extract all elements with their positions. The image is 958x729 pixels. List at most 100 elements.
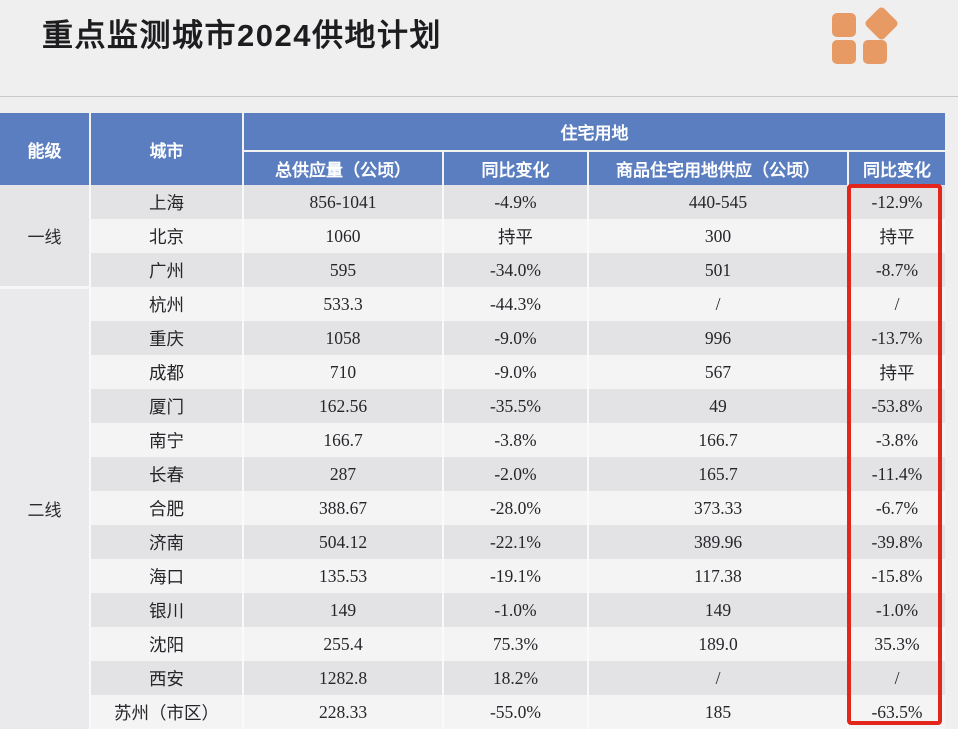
city-cell: 厦门 bbox=[90, 389, 244, 423]
yoy-change-highlight-cell: -63.5% bbox=[848, 695, 945, 729]
title-divider bbox=[0, 96, 958, 97]
commodity-supply-cell: 117.38 bbox=[588, 559, 849, 593]
yoy-change-cell: -1.0% bbox=[443, 593, 589, 627]
col-header-commodity-supply: 商品住宅用地供应（公顷） bbox=[588, 151, 849, 185]
commodity-supply-cell: 165.7 bbox=[588, 457, 849, 491]
total-supply-cell: 856-1041 bbox=[243, 185, 444, 219]
tier-cell: 一线 bbox=[0, 185, 91, 289]
table-body: 一线 上海 856-1041 -4.9% 440-545 -12.9% 北京 1060 持平 30… bbox=[0, 185, 945, 729]
commodity-supply-cell: 185 bbox=[588, 695, 849, 729]
yoy-change-cell: -28.0% bbox=[443, 491, 589, 525]
yoy-change-cell: 持平 bbox=[443, 219, 589, 253]
page-title: 重点监测城市2024供地计划 bbox=[42, 18, 442, 53]
yoy-change-cell: -22.1% bbox=[443, 525, 589, 559]
city-cell: 长春 bbox=[90, 457, 244, 491]
total-supply-cell: 287 bbox=[243, 457, 444, 491]
city-cell: 北京 bbox=[90, 219, 244, 253]
total-supply-cell: 228.33 bbox=[243, 695, 444, 729]
city-cell: 银川 bbox=[90, 593, 244, 627]
table-row: 二线 杭州 533.3 -44.3% / / bbox=[0, 287, 945, 729]
header-row-top: 能级 城市 住宅用地 bbox=[0, 113, 945, 185]
col-header-yoy-change-2: 同比变化 bbox=[848, 151, 945, 185]
yoy-change-cell: -34.0% bbox=[443, 253, 589, 287]
total-supply-cell: 504.12 bbox=[243, 525, 444, 559]
yoy-change-highlight-cell: / bbox=[848, 287, 945, 321]
commodity-supply-cell: 996 bbox=[588, 321, 849, 355]
yoy-change-highlight-cell: -8.7% bbox=[848, 253, 945, 287]
city-cell: 合肥 bbox=[90, 491, 244, 525]
total-supply-cell: 135.53 bbox=[243, 559, 444, 593]
table-row: 长春 287 -2.0% 165.7 -11.4% bbox=[0, 457, 945, 491]
yoy-change-cell: -55.0% bbox=[443, 695, 589, 729]
table-row: 苏州（市区） 228.33 -55.0% 185 -63.5% bbox=[0, 695, 945, 729]
yoy-change-highlight-cell: -39.8% bbox=[848, 525, 945, 559]
table-row: 南宁 166.7 -3.8% 166.7 -3.8% bbox=[0, 423, 945, 457]
total-supply-cell: 388.67 bbox=[243, 491, 444, 525]
city-cell: 苏州（市区） bbox=[90, 695, 244, 729]
total-supply-cell: 162.56 bbox=[243, 389, 444, 423]
yoy-change-highlight-cell: -12.9% bbox=[848, 185, 945, 219]
yoy-change-cell: -9.0% bbox=[443, 355, 589, 389]
commodity-supply-cell: 300 bbox=[588, 219, 849, 253]
table-row: 西安 1282.8 18.2% / / bbox=[0, 661, 945, 695]
yoy-change-highlight-cell: -3.8% bbox=[848, 423, 945, 457]
yoy-change-highlight-cell: 持平 bbox=[848, 355, 945, 389]
city-cell: 成都 bbox=[90, 355, 244, 389]
table-row: 济南 504.12 -22.1% 389.96 -39.8% bbox=[0, 525, 945, 559]
commodity-supply-cell: / bbox=[588, 287, 849, 321]
yoy-change-highlight-cell: -11.4% bbox=[848, 457, 945, 491]
commodity-supply-cell: 189.0 bbox=[588, 627, 849, 661]
commodity-supply-cell: 440-545 bbox=[588, 185, 849, 219]
total-supply-cell: 255.4 bbox=[243, 627, 444, 661]
commodity-supply-cell: 373.33 bbox=[588, 491, 849, 525]
total-supply-cell: 710 bbox=[243, 355, 444, 389]
yoy-change-highlight-cell: 持平 bbox=[848, 219, 945, 253]
commodity-supply-cell: 389.96 bbox=[588, 525, 849, 559]
yoy-change-cell: 75.3% bbox=[443, 627, 589, 661]
city-cell: 广州 bbox=[90, 253, 244, 287]
yoy-change-cell: -19.1% bbox=[443, 559, 589, 593]
col-header-residential-land: 住宅用地 bbox=[243, 113, 945, 152]
table-row: 厦门 162.56 -35.5% 49 -53.8% bbox=[0, 389, 945, 423]
total-supply-cell: 166.7 bbox=[243, 423, 444, 457]
city-cell: 沈阳 bbox=[90, 627, 244, 661]
yoy-change-highlight-cell: -13.7% bbox=[848, 321, 945, 355]
commodity-supply-cell: 149 bbox=[588, 593, 849, 627]
city-cell: 重庆 bbox=[90, 321, 244, 355]
table-row: 重庆 1058 -9.0% 996 -13.7% bbox=[0, 321, 945, 355]
total-supply-cell: 149 bbox=[243, 593, 444, 627]
total-supply-cell: 1282.8 bbox=[243, 661, 444, 695]
city-cell: 海口 bbox=[90, 559, 244, 593]
yoy-change-cell: -2.0% bbox=[443, 457, 589, 491]
yoy-change-highlight-cell: -53.8% bbox=[848, 389, 945, 423]
city-cell: 济南 bbox=[90, 525, 244, 559]
commodity-supply-cell: 49 bbox=[588, 389, 849, 423]
table-row: 银川 149 -1.0% 149 -1.0% bbox=[0, 593, 945, 627]
city-cell: 杭州 bbox=[90, 287, 244, 321]
col-header-city: 城市 bbox=[90, 113, 244, 185]
col-header-yoy-change: 同比变化 bbox=[443, 151, 589, 185]
table-row: 一线 上海 856-1041 -4.9% 440-545 -12.9% bbox=[0, 185, 945, 289]
total-supply-cell: 595 bbox=[243, 253, 444, 287]
commodity-supply-cell: 501 bbox=[588, 253, 849, 287]
city-cell: 上海 bbox=[90, 185, 244, 219]
yoy-change-cell: -3.8% bbox=[443, 423, 589, 457]
table-row: 合肥 388.67 -28.0% 373.33 -6.7% bbox=[0, 491, 945, 525]
land-supply-table: 能级 城市 住宅用地 总供应量（公顷） 同比变化 商品住宅用地供应（公顷） 同比… bbox=[0, 113, 945, 729]
city-cell: 南宁 bbox=[90, 423, 244, 457]
yoy-change-highlight-cell: -1.0% bbox=[848, 593, 945, 627]
table-row: 成都 710 -9.0% 567 持平 bbox=[0, 355, 945, 389]
table-row: 广州 595 -34.0% 501 -8.7% bbox=[0, 253, 945, 287]
logo-square-bottom-right-icon bbox=[863, 40, 887, 64]
yoy-change-cell: 18.2% bbox=[443, 661, 589, 695]
table-header: 能级 城市 住宅用地 总供应量（公顷） 同比变化 商品住宅用地供应（公顷） 同比… bbox=[0, 113, 945, 185]
total-supply-cell: 1060 bbox=[243, 219, 444, 253]
total-supply-cell: 1058 bbox=[243, 321, 444, 355]
header-row-sub: 总供应量（公顷） 同比变化 商品住宅用地供应（公顷） 同比变化 bbox=[0, 151, 945, 185]
logo-diamond-icon bbox=[863, 5, 900, 42]
logo-square-top-left-icon bbox=[832, 13, 856, 37]
yoy-change-highlight-cell: 35.3% bbox=[848, 627, 945, 661]
commodity-supply-cell: / bbox=[588, 661, 849, 695]
col-header-total-supply: 总供应量（公顷） bbox=[243, 151, 444, 185]
logo-square-bottom-left-icon bbox=[832, 40, 856, 64]
